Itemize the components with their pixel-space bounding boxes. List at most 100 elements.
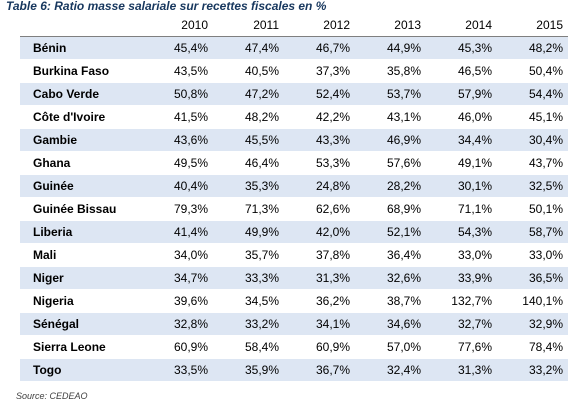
country-cell: Togo bbox=[33, 363, 62, 377]
country-cell: Côte d'Ivoire bbox=[33, 110, 106, 124]
value-cell: 49,9% bbox=[244, 225, 279, 239]
value-cell: 32,4% bbox=[386, 363, 421, 377]
value-cell: 43,7% bbox=[528, 156, 563, 170]
value-cell: 30,4% bbox=[528, 133, 563, 147]
value-cell: 43,6% bbox=[173, 133, 208, 147]
value-cell: 35,9% bbox=[244, 363, 279, 377]
value-cell: 39,6% bbox=[173, 294, 208, 308]
value-cell: 30,1% bbox=[457, 179, 492, 193]
header-year: 2013 bbox=[355, 14, 426, 37]
value-cell: 50,1% bbox=[528, 202, 563, 216]
country-cell: Sénégal bbox=[33, 317, 80, 331]
value-cell: 40,4% bbox=[173, 179, 208, 193]
value-cell: 42,2% bbox=[315, 110, 350, 124]
value-cell: 34,0% bbox=[173, 248, 208, 262]
value-cell: 33,5% bbox=[173, 363, 208, 377]
value-cell: 49,5% bbox=[173, 156, 208, 170]
value-cell: 33,2% bbox=[244, 317, 279, 331]
value-cell: 60,9% bbox=[315, 340, 350, 354]
value-cell: 37,8% bbox=[315, 248, 350, 262]
table-row: Bénin 45,4% 47,4% 46,7% 44,9% 45,3% 48,2% bbox=[20, 36, 568, 60]
value-cell: 41,5% bbox=[173, 110, 208, 124]
table-caption: Table 6: Ratio masse salariale sur recet… bbox=[6, 0, 327, 13]
country-cell: Liberia bbox=[33, 225, 73, 239]
table-row: Liberia 41,4% 49,9% 42,0% 52,1% 54,3% 58,7% bbox=[20, 220, 568, 244]
value-cell: 47,4% bbox=[244, 41, 279, 55]
value-cell: 47,2% bbox=[244, 87, 279, 101]
value-cell: 52,1% bbox=[386, 225, 421, 239]
country-cell: Guinée bbox=[33, 179, 74, 193]
table-row: Côte d'Ivoire 41,5% 48,2% 42,2% 43,1% 46,0% 45… bbox=[20, 106, 568, 129]
value-cell: 60,9% bbox=[173, 340, 208, 354]
value-cell: 45,1% bbox=[528, 110, 563, 124]
value-cell: 53,3% bbox=[315, 156, 350, 170]
value-cell: 46,0% bbox=[457, 110, 492, 124]
value-cell: 33,0% bbox=[457, 248, 492, 262]
value-cell: 36,4% bbox=[386, 248, 421, 262]
value-cell: 52,4% bbox=[315, 87, 350, 101]
value-cell: 34,5% bbox=[244, 294, 279, 308]
value-cell: 50,8% bbox=[173, 87, 208, 101]
table-header-row: 2010 2011 2012 2013 2014 2015 bbox=[20, 14, 568, 37]
table-row: Togo 33,5% 35,9% 36,7% 32,4% 31,3% 33,2% bbox=[20, 358, 568, 382]
header-year: 2012 bbox=[284, 14, 355, 37]
value-cell: 62,6% bbox=[315, 202, 350, 216]
value-cell: 48,2% bbox=[528, 41, 563, 55]
value-cell: 37,3% bbox=[315, 64, 350, 78]
value-cell: 45,4% bbox=[173, 41, 208, 55]
value-cell: 48,2% bbox=[244, 110, 279, 124]
value-cell: 49,1% bbox=[457, 156, 492, 170]
value-cell: 28,2% bbox=[386, 179, 421, 193]
value-cell: 35,7% bbox=[244, 248, 279, 262]
value-cell: 46,9% bbox=[386, 133, 421, 147]
value-cell: 58,4% bbox=[244, 340, 279, 354]
value-cell: 79,3% bbox=[173, 202, 208, 216]
value-cell: 54,3% bbox=[457, 225, 492, 239]
value-cell: 34,6% bbox=[386, 317, 421, 331]
header-year: 2015 bbox=[497, 14, 568, 37]
value-cell: 35,3% bbox=[244, 179, 279, 193]
header-year: 2011 bbox=[213, 14, 284, 37]
value-cell: 53,7% bbox=[386, 87, 421, 101]
table-row: Guinée 40,4% 35,3% 24,8% 28,2% 30,1% 32,5% bbox=[20, 174, 568, 198]
value-cell: 31,3% bbox=[315, 271, 350, 285]
value-cell: 43,1% bbox=[386, 110, 421, 124]
value-cell: 54,4% bbox=[528, 87, 563, 101]
table-row: Mali 34,0% 35,7% 37,8% 36,4% 33,0% 33,0% bbox=[20, 244, 568, 267]
value-cell: 132,7% bbox=[451, 294, 492, 308]
value-cell: 32,6% bbox=[386, 271, 421, 285]
header-year: 2010 bbox=[142, 14, 213, 37]
value-cell: 40,5% bbox=[244, 64, 279, 78]
value-cell: 44,9% bbox=[386, 41, 421, 55]
value-cell: 35,8% bbox=[386, 64, 421, 78]
value-cell: 34,4% bbox=[457, 133, 492, 147]
value-cell: 42,0% bbox=[315, 225, 350, 239]
country-cell: Niger bbox=[33, 271, 64, 285]
table-row: Ghana 49,5% 46,4% 53,3% 57,6% 49,1% 43,7% bbox=[20, 152, 568, 175]
value-cell: 45,3% bbox=[457, 41, 492, 55]
value-cell: 57,6% bbox=[386, 156, 421, 170]
value-cell: 50,4% bbox=[528, 64, 563, 78]
value-cell: 71,3% bbox=[244, 202, 279, 216]
table-row: Sénégal 32,8% 33,2% 34,1% 34,6% 32,7% 32,9% bbox=[20, 312, 568, 336]
value-cell: 32,9% bbox=[528, 317, 563, 331]
header-country-cell bbox=[20, 14, 142, 37]
value-cell: 34,1% bbox=[315, 317, 350, 331]
country-cell: Nigeria bbox=[33, 294, 74, 308]
value-cell: 33,3% bbox=[244, 271, 279, 285]
value-cell: 57,9% bbox=[457, 87, 492, 101]
value-cell: 77,6% bbox=[457, 340, 492, 354]
country-cell: Burkina Faso bbox=[33, 64, 110, 78]
table-row: Nigeria 39,6% 34,5% 36,2% 38,7% 132,7% 140,1% bbox=[20, 290, 568, 313]
country-cell: Ghana bbox=[33, 156, 71, 170]
value-cell: 33,0% bbox=[528, 248, 563, 262]
source-note: Source: CEDEAO bbox=[16, 391, 88, 401]
value-cell: 68,9% bbox=[386, 202, 421, 216]
value-cell: 43,3% bbox=[315, 133, 350, 147]
table-row: Guinée Bissau 79,3% 71,3% 62,6% 68,9% 71,1% 50… bbox=[20, 198, 568, 221]
country-cell: Gambie bbox=[33, 133, 78, 147]
table-row: Burkina Faso 43,5% 40,5% 37,3% 35,8% 46,5% 50,… bbox=[20, 60, 568, 83]
value-cell: 33,2% bbox=[528, 363, 563, 377]
value-cell: 46,7% bbox=[315, 41, 350, 55]
table-row: Sierra Leone 60,9% 58,4% 60,9% 57,0% 77,6% 78,… bbox=[20, 336, 568, 359]
